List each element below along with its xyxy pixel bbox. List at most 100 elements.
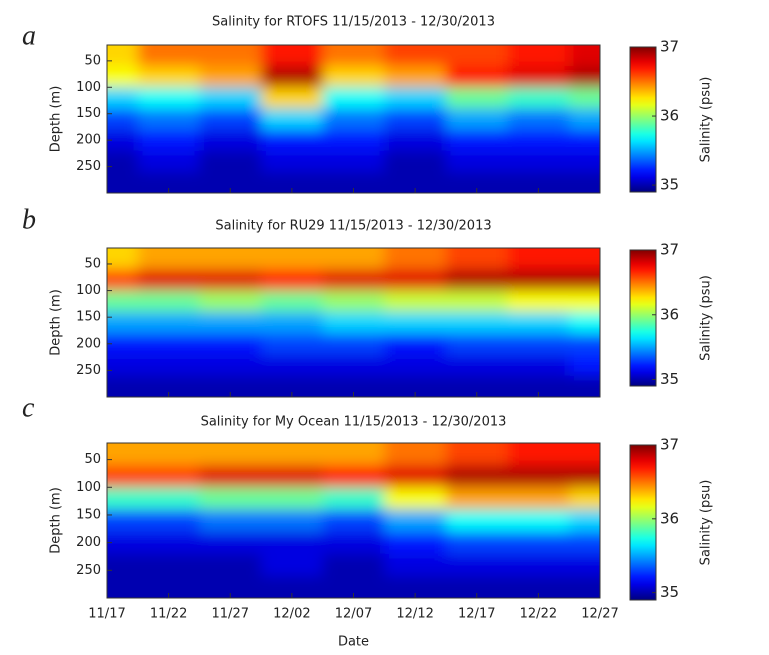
heatmap-cell bbox=[261, 575, 324, 598]
colorbar-tick-label: 35 bbox=[660, 176, 679, 194]
heatmap-cell bbox=[384, 129, 447, 152]
heatmap-cell bbox=[507, 375, 570, 397]
heatmap-cell bbox=[261, 375, 324, 397]
x-tick-label: 12/17 bbox=[458, 607, 495, 622]
heatmap-cell bbox=[445, 443, 509, 466]
heatmap-cell bbox=[322, 531, 385, 555]
heatmap-cell bbox=[384, 311, 447, 334]
chart-title: Salinity for My Ocean 11/15/2013 - 12/30… bbox=[201, 415, 507, 430]
heatmap-cell bbox=[137, 45, 200, 67]
heatmap-cell bbox=[199, 465, 262, 488]
x-tick-label: 12/22 bbox=[520, 607, 557, 622]
heatmap-cell bbox=[569, 487, 600, 510]
heatmap-cell bbox=[199, 45, 262, 67]
heatmap-cell bbox=[261, 248, 324, 270]
heatmap-cell bbox=[199, 290, 262, 313]
heatmap-cell bbox=[384, 108, 447, 131]
heatmap-cell bbox=[261, 171, 324, 193]
heatmap-cell bbox=[322, 575, 385, 598]
heatmap-cell bbox=[445, 531, 509, 555]
heatmap-cell bbox=[569, 333, 600, 355]
heatmap-cell bbox=[322, 509, 385, 533]
y-tick-label: 50 bbox=[84, 452, 101, 467]
heatmap-cell bbox=[261, 87, 324, 109]
heatmap-cell bbox=[107, 509, 139, 533]
y-axis-label: Depth (m) bbox=[49, 86, 64, 153]
heatmap-cell bbox=[384, 553, 447, 577]
heatmap-cell bbox=[107, 443, 139, 466]
heatmap-cell bbox=[445, 311, 509, 334]
heatmap-cell bbox=[507, 150, 570, 173]
chart-title: Salinity for RU29 11/15/2013 - 12/30/201… bbox=[215, 219, 491, 234]
y-tick-label: 150 bbox=[76, 507, 101, 522]
heatmap-cell bbox=[137, 290, 200, 313]
heatmap-cell bbox=[322, 171, 385, 193]
panel-letter: c bbox=[22, 392, 35, 423]
heatmap-cell bbox=[322, 333, 385, 355]
heatmap-cell bbox=[507, 269, 570, 292]
heatmap-cell bbox=[107, 465, 139, 488]
heatmap-cell bbox=[199, 248, 262, 270]
heatmap-cell bbox=[322, 269, 385, 292]
heatmap-cell bbox=[107, 553, 139, 577]
heatmap-cell bbox=[199, 553, 262, 577]
heatmap-cell bbox=[384, 443, 447, 466]
heatmap-cell bbox=[107, 311, 139, 334]
colorbar-tick-label: 36 bbox=[660, 107, 679, 125]
heatmap-cell bbox=[199, 108, 262, 131]
heatmap-cell bbox=[199, 333, 262, 355]
heatmap-cell bbox=[107, 269, 139, 292]
heatmap-cell bbox=[261, 333, 324, 355]
heatmap-cell bbox=[322, 290, 385, 313]
heatmap-cell bbox=[261, 269, 324, 292]
heatmap-cell bbox=[569, 290, 600, 313]
colorbar-label: Salinity (psu) bbox=[699, 275, 714, 361]
heatmap-cell bbox=[137, 248, 200, 270]
y-tick-label: 250 bbox=[76, 563, 101, 578]
heatmap-cell bbox=[384, 45, 447, 67]
heatmap-cell bbox=[569, 443, 600, 466]
heatmap-cell bbox=[445, 465, 509, 488]
colorbar-tick-label: 35 bbox=[660, 370, 679, 388]
heatmap bbox=[107, 443, 600, 598]
heatmap-cell bbox=[199, 509, 262, 533]
heatmap-cell bbox=[137, 531, 200, 555]
heatmap-cell bbox=[322, 443, 385, 466]
heatmap-cell bbox=[322, 87, 385, 109]
heatmap-cell bbox=[261, 354, 324, 377]
heatmap-cell bbox=[137, 171, 200, 193]
heatmap bbox=[107, 248, 600, 397]
heatmap-cell bbox=[322, 487, 385, 510]
heatmap-cell bbox=[199, 66, 262, 88]
heatmap-cells bbox=[107, 443, 600, 598]
heatmap-cell bbox=[137, 108, 200, 131]
heatmap-cell bbox=[137, 87, 200, 109]
heatmap-cell bbox=[107, 108, 139, 131]
heatmap-cell bbox=[507, 575, 570, 598]
colorbar bbox=[629, 46, 657, 193]
heatmap-cell bbox=[261, 45, 324, 67]
heatmap-cell bbox=[384, 66, 447, 88]
heatmap-cell bbox=[137, 375, 200, 397]
heatmap-cell bbox=[507, 66, 570, 88]
heatmap-cell bbox=[569, 129, 600, 152]
heatmap-cell bbox=[137, 150, 200, 173]
heatmap-cell bbox=[107, 129, 139, 152]
heatmap-cell bbox=[507, 354, 570, 377]
colorbar-label: Salinity (psu) bbox=[699, 77, 714, 163]
y-tick-label: 250 bbox=[76, 159, 101, 174]
heatmap-cell bbox=[384, 333, 447, 355]
heatmap-cell bbox=[199, 575, 262, 598]
heatmap-cell bbox=[107, 171, 139, 193]
heatmap-cells bbox=[107, 248, 600, 397]
y-tick-label: 150 bbox=[76, 310, 101, 325]
heatmap-cell bbox=[507, 553, 570, 577]
heatmap-cell bbox=[384, 171, 447, 193]
colorbar bbox=[629, 249, 657, 387]
heatmap-cell bbox=[384, 87, 447, 109]
heatmap-cell bbox=[137, 269, 200, 292]
heatmap-cell bbox=[569, 575, 600, 598]
heatmap-cell bbox=[445, 87, 509, 109]
x-tick-label: 12/02 bbox=[273, 607, 310, 622]
